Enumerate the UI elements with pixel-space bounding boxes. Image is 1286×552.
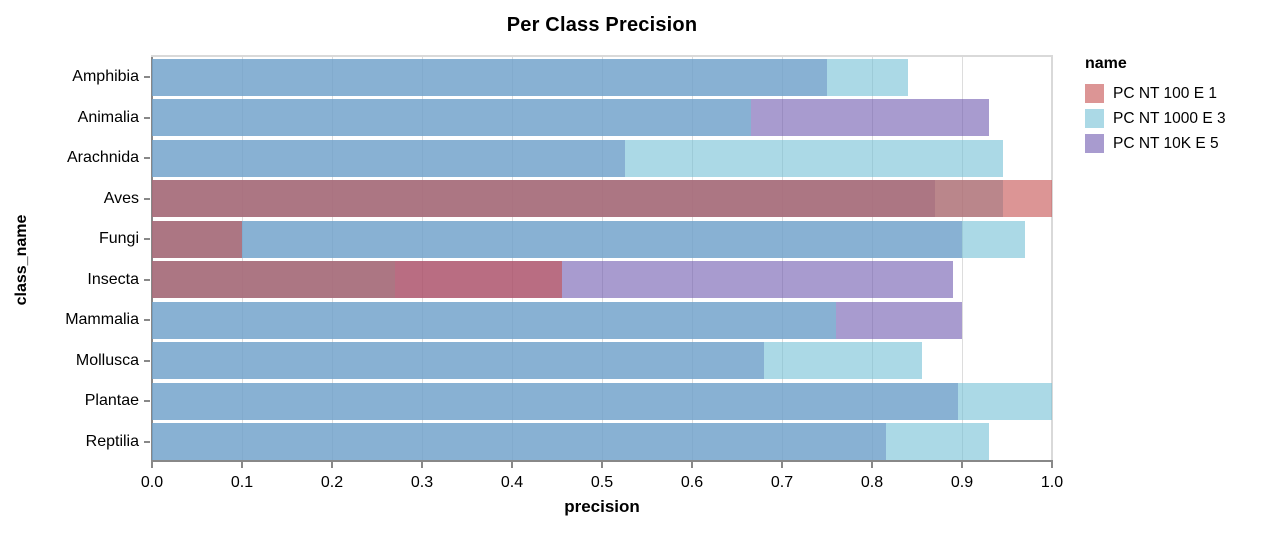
bar-pc-nt-1000-e-3-fungi — [152, 220, 1025, 258]
plot-border-right — [1051, 55, 1053, 462]
bar-pc-nt-1000-e-3-animalia — [152, 99, 751, 137]
legend-swatch-2-icon — [1085, 109, 1104, 128]
y-tick-label: Mollusca — [75, 351, 139, 369]
plot-border-top — [151, 55, 1053, 57]
y-tick — [144, 319, 150, 322]
legend-label: PC NT 100 E 1 — [1113, 84, 1217, 102]
x-tick — [781, 462, 783, 468]
y-tick-label: Arachnida — [66, 149, 139, 167]
gridline — [691, 57, 693, 462]
x-tick-label: 0.6 — [680, 474, 704, 491]
x-tick — [961, 462, 963, 468]
x-tick — [511, 462, 513, 468]
y-tick-label: Aves — [103, 189, 139, 207]
gridline — [601, 57, 603, 462]
y-tick — [144, 400, 150, 403]
bar-pc-nt-100-e-1-fungi — [152, 220, 242, 258]
y-tick-label: Reptilia — [85, 432, 139, 450]
gridline — [421, 57, 423, 462]
y-tick-label: Mammalia — [65, 311, 139, 329]
x-tick-label: 0.4 — [500, 474, 524, 491]
bar-pc-nt-1000-e-3-arachnida — [152, 139, 1003, 177]
bar-pc-nt-100-e-1-insecta — [152, 261, 562, 299]
bar-pc-nt-1000-e-3-amphibia — [152, 58, 908, 96]
x-tick — [601, 462, 603, 468]
y-tick — [144, 238, 150, 241]
bar-pc-nt-100-e-1-aves — [152, 180, 1052, 218]
legend-swatch-3-icon — [1085, 134, 1104, 153]
x-axis-line — [151, 460, 1053, 462]
x-tick — [691, 462, 693, 468]
x-axis-title: precision — [564, 497, 640, 516]
gridline — [781, 57, 783, 462]
gridline — [241, 57, 243, 462]
y-tick — [144, 76, 150, 79]
y-tick — [144, 278, 150, 281]
y-tick-label: Animalia — [77, 108, 139, 126]
legend-item: PC NT 10K E 5 — [1085, 134, 1275, 153]
y-tick — [144, 157, 150, 160]
gridline — [961, 57, 963, 462]
x-tick-label: 1.0 — [1040, 474, 1064, 491]
y-tick — [144, 116, 150, 119]
x-tick-label: 0.1 — [230, 474, 254, 491]
x-tick — [421, 462, 423, 468]
x-tick-label: 0.5 — [590, 474, 614, 491]
y-tick — [144, 359, 150, 362]
plot-area — [151, 55, 1053, 462]
x-tick — [151, 462, 153, 468]
legend-item: PC NT 1000 E 3 — [1085, 109, 1275, 128]
y-tick — [144, 197, 150, 200]
legend-label: PC NT 1000 E 3 — [1113, 109, 1226, 127]
x-tick — [1051, 462, 1053, 468]
legend-title: name — [1085, 55, 1127, 72]
y-tick — [144, 440, 150, 443]
bar-pc-nt-1000-e-3-plantae — [152, 382, 1052, 420]
x-tick — [871, 462, 873, 468]
gridline — [331, 57, 333, 462]
x-tick-label: 0.2 — [320, 474, 344, 491]
bar-pc-nt-1000-e-3-reptilia — [152, 423, 989, 461]
y-tick-label: Plantae — [84, 392, 139, 410]
x-tick-label: 0.9 — [950, 474, 974, 491]
chart-title: Per Class Precision — [506, 14, 698, 36]
legend-item: PC NT 100 E 1 — [1085, 84, 1275, 103]
x-tick — [241, 462, 243, 468]
y-axis-title: class_name — [13, 214, 30, 306]
bar-pc-nt-1000-e-3-mammalia — [152, 301, 836, 339]
y-axis-line — [151, 57, 153, 462]
x-tick-label: 0.7 — [770, 474, 794, 491]
gridline — [871, 57, 873, 462]
y-tick-label: Insecta — [87, 270, 139, 288]
legend: name PC NT 100 E 1 PC NT 1000 E 3 PC NT 10… — [1085, 55, 1275, 159]
x-tick — [331, 462, 333, 468]
legend-items: PC NT 100 E 1 PC NT 1000 E 3 PC NT 10K E 5 — [1085, 84, 1275, 153]
x-tick-label: 0.8 — [860, 474, 884, 491]
legend-swatch-1-icon — [1085, 84, 1104, 103]
y-tick-label: Amphibia — [72, 68, 139, 86]
bar-pc-nt-1000-e-3-mollusca — [152, 342, 922, 380]
gridline — [511, 57, 513, 462]
y-tick-label: Fungi — [98, 230, 139, 248]
legend-label: PC NT 10K E 5 — [1113, 134, 1219, 152]
x-tick-label: 0.0 — [140, 474, 164, 491]
x-tick-label: 0.3 — [410, 474, 434, 491]
